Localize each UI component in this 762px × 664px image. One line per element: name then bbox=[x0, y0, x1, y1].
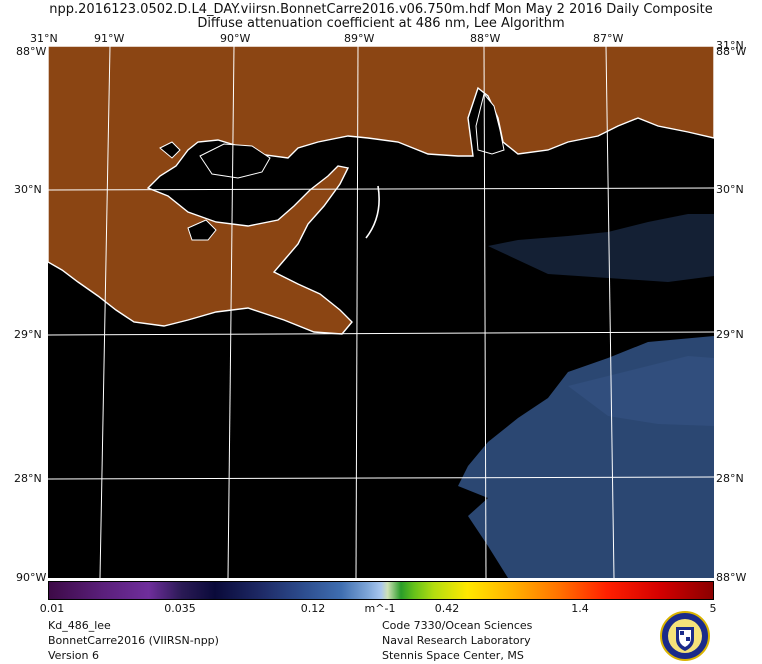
meridian-90w bbox=[227, 46, 235, 578]
corner-label-top-left-2: 88°W bbox=[16, 45, 47, 58]
lon-label-88w: 88°W bbox=[470, 32, 501, 45]
corner-label-top-right-2: 88°W bbox=[716, 45, 747, 58]
parallel-30n bbox=[48, 187, 714, 191]
lat-label-29n-right: 29°N bbox=[716, 328, 744, 341]
barrier-islands bbox=[365, 185, 380, 239]
footer-org-code: Code 7330/Ocean Sciences bbox=[382, 619, 533, 632]
lat-label-30n-right: 30°N bbox=[716, 183, 744, 196]
colorbar-tick: 0.035 bbox=[164, 602, 196, 615]
offshore-patch-2 bbox=[488, 214, 714, 282]
lon-label-87w: 87°W bbox=[593, 32, 624, 45]
header-title: npp.2016123.0502.D.L4_DAY.viirsn.BonnetC… bbox=[49, 2, 713, 17]
colorbar-tick: 0.42 bbox=[434, 602, 460, 615]
corner-label-top-right: 31°N bbox=[716, 39, 744, 52]
offshore-patch-1 bbox=[568, 356, 714, 426]
footer-version: Version 6 bbox=[48, 649, 99, 662]
nrl-logo-icon bbox=[660, 611, 710, 661]
colorbar-tick: 0.12 bbox=[300, 602, 326, 615]
colorbar-tick: 0.01 bbox=[39, 602, 65, 615]
corner-label-top-left: 31°N bbox=[30, 32, 58, 45]
map-svg bbox=[48, 46, 714, 578]
lon-label-89w: 89°W bbox=[344, 32, 375, 45]
colorbar-unit: m^-1 bbox=[364, 602, 396, 615]
meridian-89w bbox=[355, 46, 359, 578]
footer-region: BonnetCarre2016 (VIIRSN-npp) bbox=[48, 634, 219, 647]
lon-label-90w: 90°W bbox=[220, 32, 251, 45]
header-subtitle: Diffuse attenuation coefficient at 486 n… bbox=[197, 16, 565, 31]
colorbar-tick: 5 bbox=[709, 602, 717, 615]
parallel-28n bbox=[48, 476, 714, 480]
corner-label-bottom-right: 88°W bbox=[716, 571, 747, 584]
map-panel bbox=[48, 46, 714, 578]
meridian-91w bbox=[99, 46, 111, 578]
meridian-88w bbox=[483, 46, 487, 578]
lat-label-28n-right: 28°N bbox=[716, 472, 744, 485]
meridian-87w bbox=[605, 46, 615, 578]
lon-label-91w: 91°W bbox=[94, 32, 125, 45]
inland-lake bbox=[187, 219, 217, 241]
lake-maurepas bbox=[159, 141, 181, 159]
colorbar-tick: 1.4 bbox=[571, 602, 589, 615]
footer-org-location: Stennis Space Center, MS bbox=[382, 649, 524, 662]
lat-label-28n-left: 28°N bbox=[14, 472, 42, 485]
graticule bbox=[48, 46, 714, 578]
mobile-bay bbox=[475, 92, 505, 155]
footer-product: Kd_486_lee bbox=[48, 619, 111, 632]
colorbar bbox=[48, 581, 714, 600]
lat-label-29n-left: 29°N bbox=[14, 328, 42, 341]
corner-label-bottom-left: 90°W bbox=[16, 571, 47, 584]
footer-org-name: Naval Research Laboratory bbox=[382, 634, 531, 647]
parallel-29n bbox=[48, 331, 714, 336]
land-mass bbox=[48, 46, 714, 335]
lake-pontchartrain bbox=[199, 143, 271, 179]
lat-label-30n-left: 30°N bbox=[14, 183, 42, 196]
